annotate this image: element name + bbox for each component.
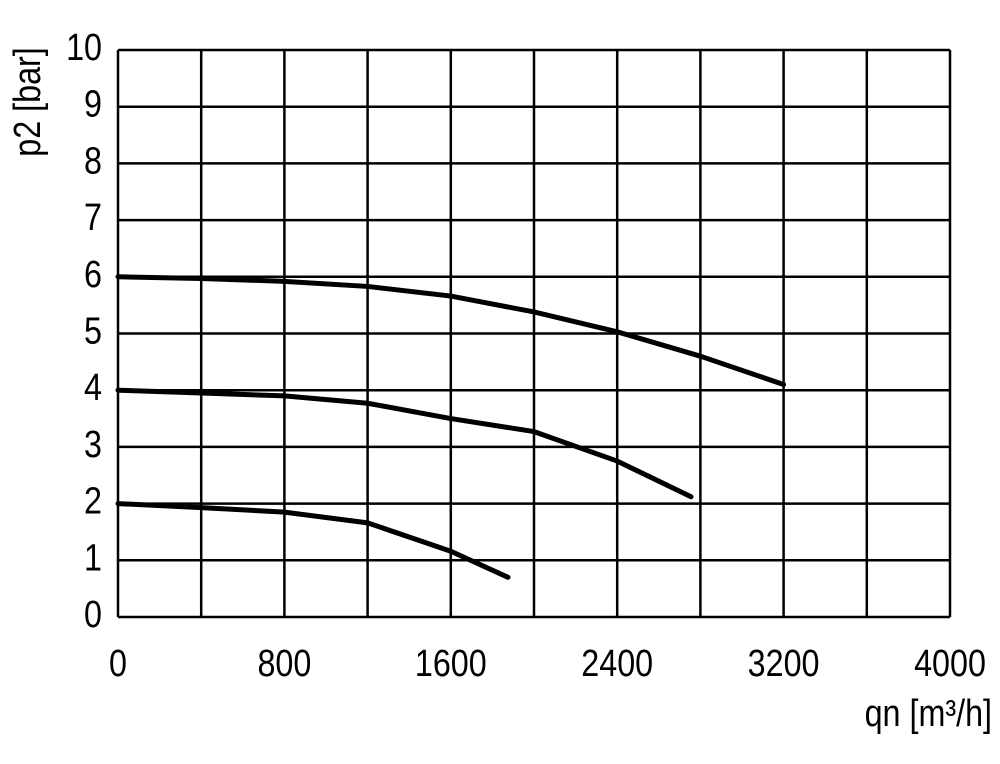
y-tick-label: 3 bbox=[84, 424, 102, 466]
y-tick-label: 10 bbox=[66, 27, 102, 69]
y-tick-label: 0 bbox=[84, 594, 102, 636]
line bbox=[115, 387, 694, 500]
x-tick-label: 0 bbox=[109, 643, 127, 685]
x-tick-label: 800 bbox=[257, 643, 311, 685]
y-tick-label: 4 bbox=[84, 367, 102, 409]
y-tick-label: 2 bbox=[84, 480, 102, 522]
y-tick-label: 9 bbox=[84, 83, 102, 125]
x-tick-label: 4000 bbox=[914, 643, 986, 685]
x-tick-label: 1600 bbox=[415, 643, 487, 685]
y-tick-label: 6 bbox=[84, 253, 102, 295]
y-tick-label: 8 bbox=[84, 140, 102, 182]
line bbox=[115, 501, 511, 580]
x-tick-label: 2400 bbox=[581, 643, 653, 685]
y-tick-label: 5 bbox=[84, 310, 102, 352]
y-axis-label: p2 [bar] bbox=[7, 47, 49, 156]
y-tick-label: 7 bbox=[84, 197, 102, 239]
x-axis-label: qn [m³/h] bbox=[865, 693, 992, 735]
x-tick-label: 3200 bbox=[748, 643, 820, 685]
y-tick-label: 1 bbox=[84, 537, 102, 579]
line bbox=[115, 274, 787, 388]
